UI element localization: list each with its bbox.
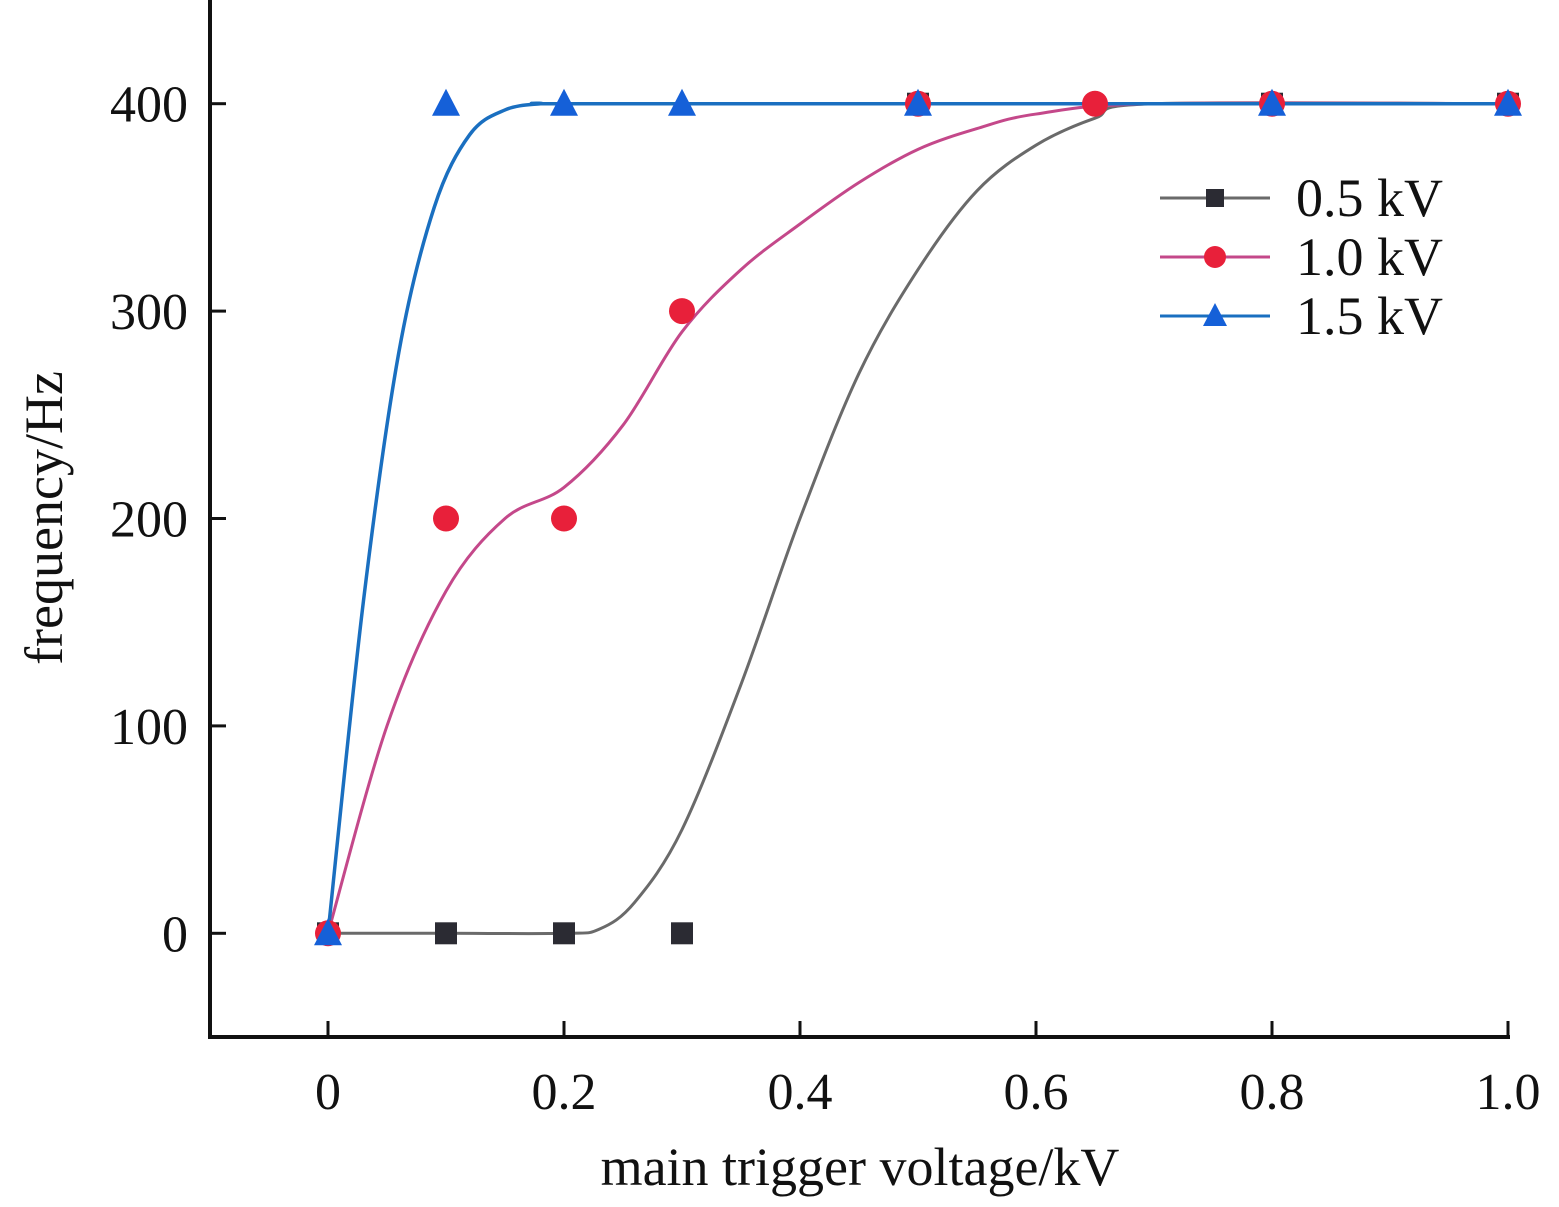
- triangle-marker: [432, 88, 460, 116]
- x-tick-label: 0: [315, 1064, 341, 1121]
- legend-label: 0.5 kV: [1296, 168, 1443, 228]
- legend: 0.5 kV1.0 kV1.5 kV: [1160, 168, 1443, 346]
- circle-marker: [1082, 90, 1108, 117]
- y-axis-label: frequency/Hz: [14, 371, 74, 665]
- triangle-marker: [1203, 303, 1227, 326]
- circle-marker: [433, 505, 459, 532]
- triangle-marker: [1494, 88, 1522, 116]
- y-tick-label: 200: [110, 492, 188, 549]
- triangle-marker: [668, 88, 696, 116]
- triangle-marker: [904, 88, 932, 116]
- circle-marker: [1204, 246, 1226, 268]
- x-tick-label: 0.8: [1240, 1064, 1305, 1121]
- triangle-marker: [1258, 88, 1286, 116]
- square-marker: [671, 922, 693, 945]
- y-tick-label: 400: [110, 77, 188, 134]
- square-marker: [435, 922, 457, 945]
- x-tick-label: 0.2: [532, 1064, 597, 1121]
- data-markers: [314, 88, 1522, 947]
- axes: 0 0.2 0.4 0.6 0.8 1.0 0 100 200 300 400: [110, 0, 1541, 1121]
- fit-curve-15kV: [326, 101, 1508, 934]
- triangle-marker: [314, 918, 342, 946]
- circle-marker: [669, 298, 695, 325]
- square-marker: [553, 922, 575, 945]
- x-tick-label: 0.6: [1004, 1064, 1069, 1121]
- y-tick-label: 0: [162, 906, 188, 963]
- legend-label: 1.0 kV: [1296, 227, 1443, 287]
- x-axis-label: main trigger voltage/kV: [601, 1137, 1120, 1197]
- circle-marker: [551, 505, 577, 532]
- x-tick-label: 0.4: [768, 1064, 833, 1121]
- y-tick-label: 100: [110, 699, 188, 756]
- fit-curve-10kV: [326, 101, 1509, 934]
- y-tick-label: 300: [110, 284, 188, 341]
- x-tick-label: 1.0: [1476, 1064, 1541, 1121]
- triangle-marker: [550, 88, 578, 116]
- square-marker: [1206, 189, 1224, 207]
- legend-label: 1.5 kV: [1296, 286, 1443, 346]
